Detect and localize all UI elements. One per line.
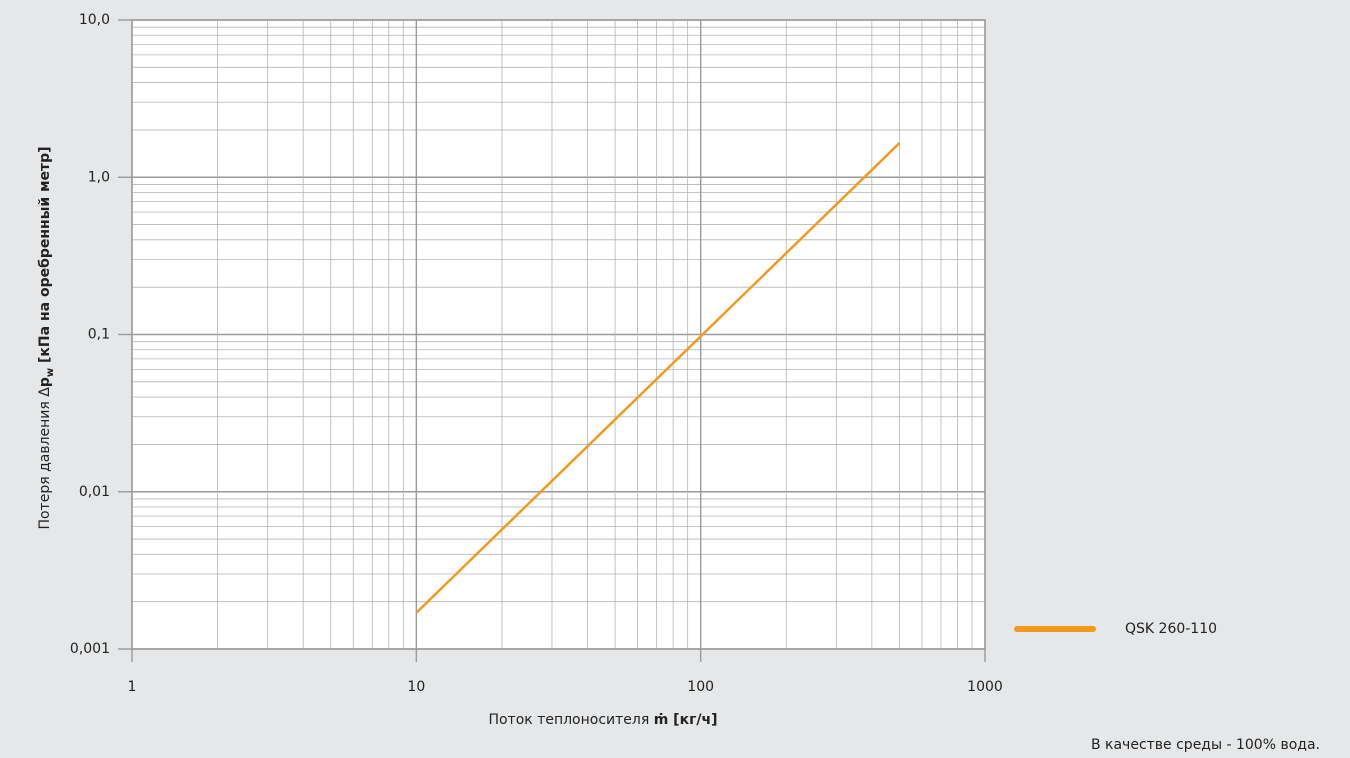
y-tick-label: 0,1 — [88, 327, 110, 343]
x-tick-label: 100 — [687, 679, 714, 695]
plot-frame — [131, 19, 986, 650]
footnote: В качестве среды - 100% вода. — [1091, 737, 1320, 753]
legend-label: QSK 260-110 — [1125, 621, 1217, 637]
x-axis-label: Поток теплоносителя ṁ [кг/ч] — [488, 712, 717, 728]
series-line — [415, 142, 901, 614]
x-tick-label: 1000 — [967, 679, 1003, 695]
y-axis-label: Потеря давления Δpw [кПа на оребренный м… — [37, 146, 56, 529]
y-label-part: w — [45, 368, 56, 377]
y-label-part: p — [37, 377, 53, 387]
x-label-part: Поток теплоносителя — [488, 712, 653, 728]
y-label-part: [кПа на оребренный метр] — [37, 146, 53, 367]
x-tick-label: 10 — [407, 679, 425, 695]
y-tick-label: 0,01 — [79, 484, 110, 500]
y-tick-label: 0,001 — [70, 641, 110, 657]
y-tick-label: 10,0 — [79, 12, 110, 28]
y-label-part: Потеря давления Δ — [37, 387, 53, 530]
x-label-part: ṁ [кг/ч] — [654, 712, 718, 728]
x-tick-label: 1 — [128, 679, 137, 695]
y-tick-label: 1,0 — [88, 169, 110, 185]
